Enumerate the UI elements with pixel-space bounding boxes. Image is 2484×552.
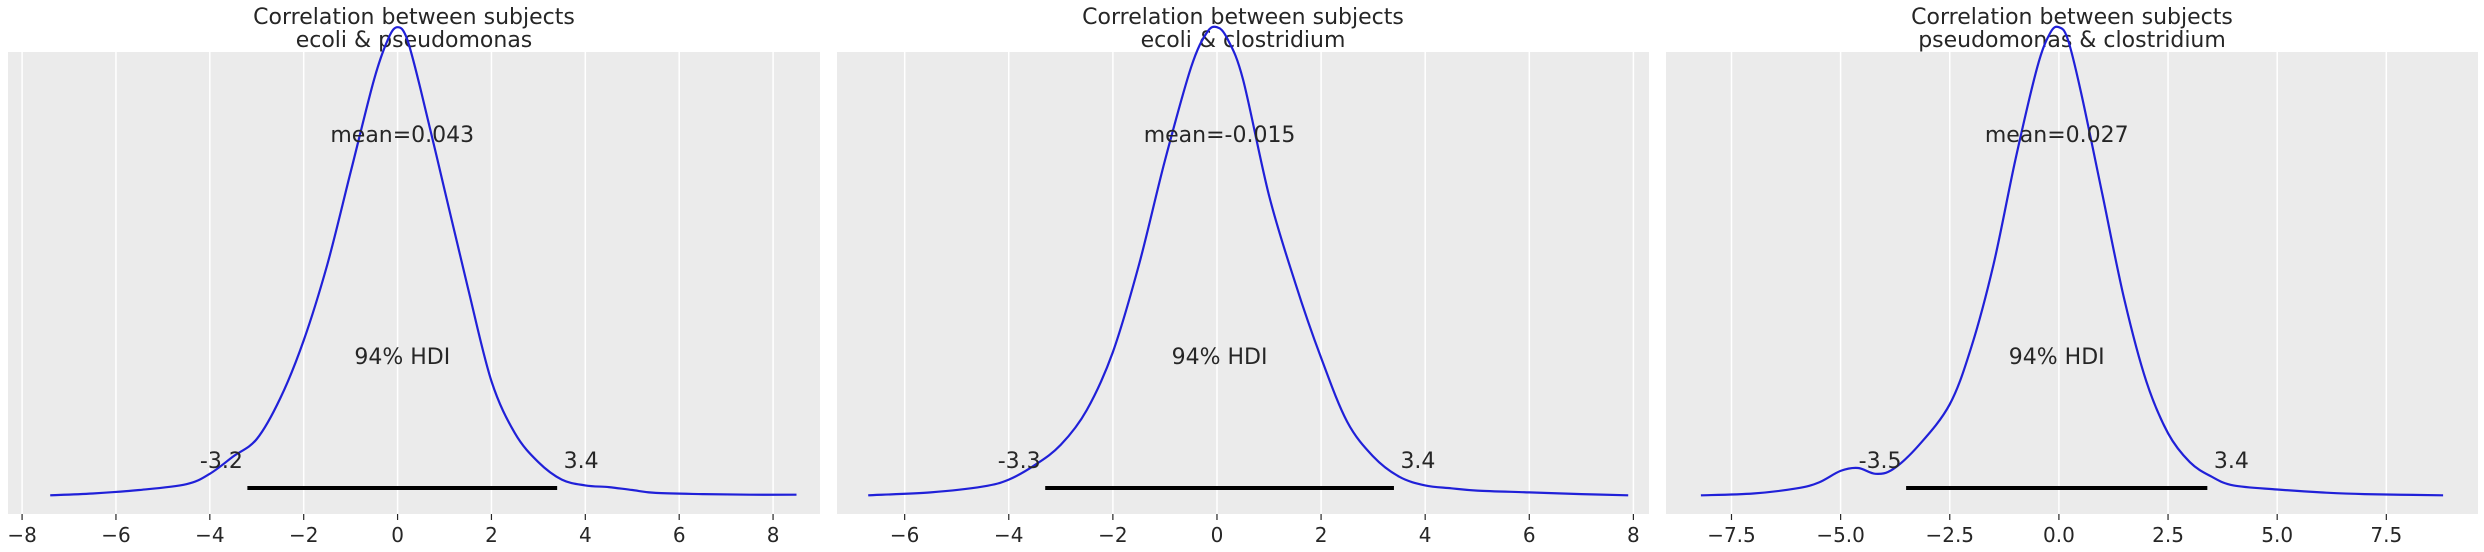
hdi-upper-label: 3.4 bbox=[2214, 449, 2249, 474]
density-curve bbox=[1700, 25, 2444, 497]
density-curve bbox=[50, 26, 797, 497]
grid-lines bbox=[903, 52, 1635, 514]
tick-label: 2 bbox=[485, 523, 498, 547]
tick-label: 0 bbox=[391, 523, 404, 547]
x-axis-ticks: −6 −4 −2 0 2 4 6 8 bbox=[890, 514, 1640, 547]
tick-label: −2 bbox=[289, 523, 318, 547]
hdi-title-label: 94% HDI bbox=[1172, 345, 1268, 370]
subplot-pseudomonas-clostridium: Correlation between subjects pseudomonas… bbox=[1666, 5, 2478, 547]
tick-label: 7.5 bbox=[2370, 523, 2402, 547]
hdi-upper-label: 3.4 bbox=[564, 449, 599, 474]
hdi-upper-label: 3.4 bbox=[1400, 449, 1435, 474]
tick-label: 5.0 bbox=[2261, 523, 2293, 547]
subplot-subtitle: ecoli & clostridium bbox=[1141, 28, 1346, 53]
tick-label: −5.0 bbox=[1816, 523, 1865, 547]
tick-label: 0.0 bbox=[2043, 523, 2075, 547]
tick-label: 4 bbox=[1419, 523, 1432, 547]
mean-label: mean=0.043 bbox=[330, 123, 474, 148]
tick-label: −6 bbox=[890, 523, 919, 547]
subplot-title: Correlation between subjects bbox=[1082, 5, 1404, 30]
tick-label: 8 bbox=[1627, 523, 1640, 547]
subplot-ecoli-pseudomonas: Correlation between subjects ecoli & pse… bbox=[7, 5, 820, 547]
tick-label: 2 bbox=[1315, 523, 1328, 547]
tick-label: −2 bbox=[1098, 523, 1127, 547]
hdi-lower-label: -3.2 bbox=[200, 449, 243, 474]
tick-label: −8 bbox=[7, 523, 36, 547]
subplot-title: Correlation between subjects bbox=[1911, 5, 2233, 30]
tick-label: 0 bbox=[1211, 523, 1224, 547]
x-axis-ticks: −7.5 −5.0 −2.5 0.0 2.5 5.0 7.5 bbox=[1707, 514, 2402, 547]
tick-label: −2.5 bbox=[1925, 523, 1974, 547]
x-axis-ticks: −8 −6 −4 −2 0 2 4 6 8 bbox=[7, 514, 779, 547]
plot-area bbox=[1666, 52, 2478, 514]
tick-label: −7.5 bbox=[1707, 523, 1756, 547]
hdi-title-label: 94% HDI bbox=[354, 345, 450, 370]
mean-label: mean=0.027 bbox=[1985, 123, 2129, 148]
subplot-subtitle: ecoli & pseudomonas bbox=[296, 28, 533, 53]
tick-label: −4 bbox=[994, 523, 1023, 547]
tick-label: −4 bbox=[195, 523, 224, 547]
tick-label: 4 bbox=[579, 523, 592, 547]
plot-area bbox=[8, 52, 820, 514]
hdi-lower-label: -3.5 bbox=[1859, 449, 1902, 474]
mean-label: mean=-0.015 bbox=[1144, 123, 1296, 148]
tick-label: 6 bbox=[673, 523, 686, 547]
subplot-title: Correlation between subjects bbox=[253, 5, 575, 30]
hdi-lower-label: -3.3 bbox=[998, 449, 1041, 474]
tick-label: 8 bbox=[767, 523, 780, 547]
tick-label: −6 bbox=[101, 523, 130, 547]
hdi-title-label: 94% HDI bbox=[2009, 345, 2105, 370]
tick-label: 2.5 bbox=[2152, 523, 2184, 547]
subplot-ecoli-clostridium: Correlation between subjects ecoli & clo… bbox=[837, 5, 1649, 547]
density-curve bbox=[868, 25, 1629, 497]
tick-label: 6 bbox=[1523, 523, 1536, 547]
plot-area bbox=[837, 52, 1649, 514]
grid-lines bbox=[1730, 52, 2388, 514]
grid-lines bbox=[21, 52, 774, 514]
subplot-subtitle: pseudomonas & clostridium bbox=[1918, 28, 2226, 53]
